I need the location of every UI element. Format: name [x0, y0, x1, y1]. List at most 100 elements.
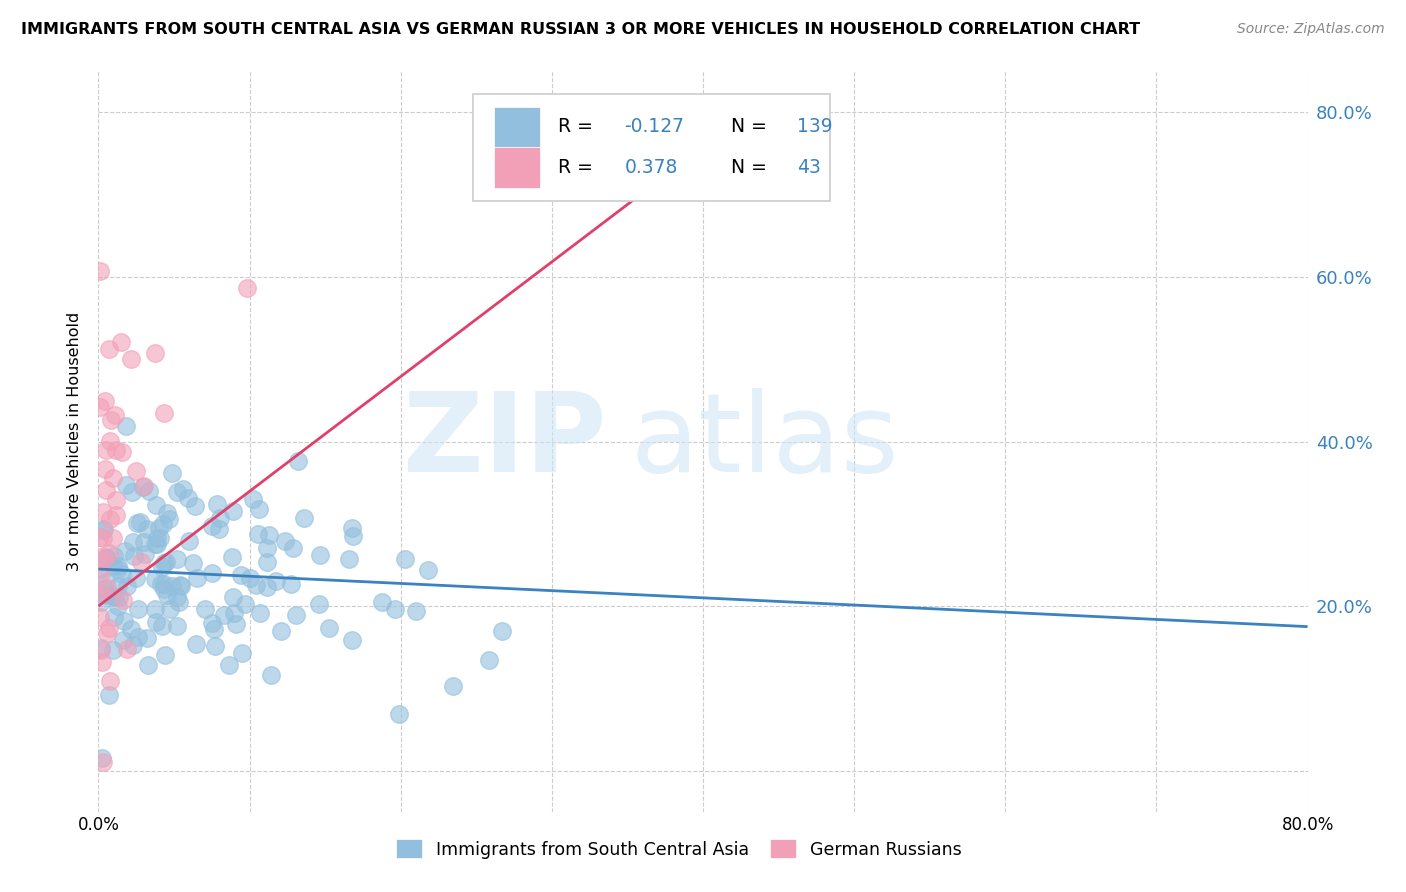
Point — [256, 580, 278, 594]
Point — [104, 508, 127, 522]
Point — [110, 334, 132, 349]
Point — [194, 602, 217, 616]
Point — [184, 499, 207, 513]
Point — [115, 579, 138, 593]
FancyBboxPatch shape — [474, 94, 830, 201]
Point — [491, 624, 513, 638]
Point — [127, 602, 149, 616]
Point — [89, 610, 111, 624]
Point — [283, 541, 305, 556]
Point — [107, 562, 129, 576]
FancyBboxPatch shape — [494, 147, 540, 188]
Point — [201, 566, 224, 581]
Point — [340, 521, 363, 535]
Point — [256, 541, 278, 556]
Point — [90, 561, 112, 575]
Point — [129, 555, 152, 569]
Point — [157, 511, 180, 525]
Point — [153, 406, 176, 420]
Point — [145, 498, 167, 512]
Point — [231, 646, 253, 660]
Point — [156, 588, 179, 602]
Point — [143, 602, 166, 616]
Point — [208, 510, 231, 524]
Point — [96, 581, 118, 595]
Point — [337, 551, 360, 566]
Point — [225, 616, 247, 631]
Point — [153, 582, 176, 596]
Point — [170, 579, 193, 593]
Point — [256, 555, 278, 569]
Point — [222, 504, 245, 518]
Point — [146, 531, 169, 545]
Point — [114, 543, 136, 558]
Point — [143, 537, 166, 551]
Point — [104, 590, 127, 604]
Point — [111, 444, 134, 458]
Text: 80.0%: 80.0% — [1281, 816, 1334, 834]
Point — [155, 555, 177, 569]
Point — [239, 571, 262, 585]
Point — [370, 595, 392, 609]
Text: ZIP: ZIP — [404, 388, 606, 495]
Point — [143, 345, 166, 359]
Text: 0.378: 0.378 — [624, 158, 678, 178]
Point — [146, 537, 169, 551]
Point — [222, 590, 245, 604]
Point — [94, 575, 117, 590]
Point — [90, 566, 112, 580]
Point — [150, 618, 173, 632]
Point — [89, 264, 111, 278]
Point — [127, 516, 149, 530]
Point — [156, 506, 179, 520]
Point — [292, 510, 315, 524]
Point — [121, 639, 143, 653]
Point — [247, 502, 270, 516]
Point — [388, 706, 411, 721]
Point — [150, 576, 173, 591]
Point — [166, 590, 188, 604]
Point — [108, 590, 131, 604]
Point — [218, 658, 240, 673]
Point — [115, 642, 138, 657]
Point — [89, 550, 111, 565]
Point — [148, 521, 170, 535]
FancyBboxPatch shape — [494, 106, 540, 147]
Point — [201, 615, 224, 630]
Point — [152, 516, 174, 531]
Point — [107, 579, 129, 593]
Point — [201, 518, 224, 533]
Point — [132, 480, 155, 494]
Text: 43: 43 — [797, 158, 821, 178]
Point — [125, 571, 148, 585]
Point — [416, 563, 439, 577]
Point — [231, 568, 253, 582]
Point — [134, 547, 156, 561]
Point — [93, 756, 115, 770]
Point — [104, 442, 127, 457]
Point — [183, 556, 205, 570]
Point — [184, 637, 207, 651]
Point — [160, 466, 183, 480]
Text: atlas: atlas — [630, 388, 898, 495]
Point — [98, 434, 121, 448]
Text: -0.127: -0.127 — [624, 118, 685, 136]
Point — [136, 658, 159, 673]
Point — [100, 413, 122, 427]
Point — [96, 626, 118, 640]
Point — [145, 615, 167, 629]
Point — [318, 621, 340, 635]
Y-axis label: 3 or more Vehicles in Household: 3 or more Vehicles in Household — [67, 312, 83, 571]
Point — [159, 601, 181, 615]
Point — [308, 597, 330, 611]
Point — [94, 588, 117, 602]
Point — [96, 550, 118, 565]
Point — [89, 530, 111, 544]
Text: R =: R = — [558, 158, 599, 178]
Point — [153, 648, 176, 663]
Text: Source: ZipAtlas.com: Source: ZipAtlas.com — [1237, 22, 1385, 37]
Point — [166, 551, 188, 566]
Point — [121, 622, 143, 636]
Point — [96, 443, 118, 458]
Point — [94, 483, 117, 497]
